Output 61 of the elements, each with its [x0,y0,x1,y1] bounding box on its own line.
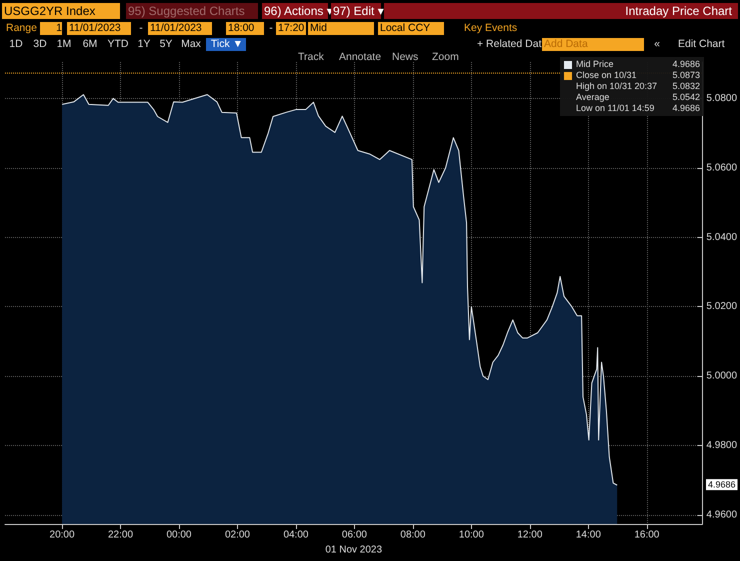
text: 1Y [136,38,152,51]
text: 1 [40,22,62,35]
text: - [268,22,274,35]
text: 6M [82,38,98,51]
text: Mid [308,22,374,35]
x-tick-label: 08:00 [400,530,426,540]
annotation: High on 10/31 20:37 [576,81,658,92]
annotation: 5.0873 [672,70,700,81]
x-tick-label: 00:00 [166,530,192,540]
x-tick-label: 20:00 [50,530,75,540]
annotation: Low on 11/01 14:59 [576,103,656,114]
x-tick-label: 02:00 [224,530,250,540]
x-tick-label: 10:00 [458,530,484,540]
text: « [653,38,661,51]
chart-title: Intraday Price Chart [625,3,732,19]
y-tick-label: 4.9600 [706,509,738,520]
text: 5Y [158,38,174,51]
annotation: 5.0832 [672,81,700,92]
text: 4.9686 [708,480,736,490]
annotation: 4.9686 [672,103,700,114]
text: Range [5,22,38,35]
text: 11/01/2023 [67,22,131,35]
annotation: Average [576,92,610,103]
text: YTD [106,38,130,51]
text: Key Events [463,22,518,35]
annotation: 5.0542 [672,92,700,103]
y-tick-label: 5.0600 [706,162,738,174]
text: Edit Chart [677,38,726,51]
text: 17:20 [276,22,306,35]
legend-label: Mid Price [576,59,615,70]
text: 11/01/2023 [148,22,212,35]
annotation: Annotate [338,51,382,64]
text: 95) Suggested Charts [126,3,258,19]
y-tick-label: 4.9800 [706,440,738,452]
x-tick-label: 12:00 [517,530,543,540]
x-tick-label: 14:00 [576,530,602,540]
annotation: 4.9686 [672,59,700,70]
annotation: Zoom [431,51,460,64]
y-tick-label: 5.0000 [706,370,738,382]
text: Local CCY [378,22,444,35]
text: USGG2YR Index [2,3,120,19]
y-tick-label: 5.0200 [706,301,738,312]
y-tick-label: 5.0800 [706,92,738,104]
x-tick-label: 22:00 [108,530,134,540]
annotation: News [391,51,420,64]
text: + Related Dat [476,38,542,51]
text: Tick ▼ [206,38,246,51]
x-axis-title: 01 Nov 2023 [325,544,382,556]
text: Max [180,38,202,51]
text: 18:00 [226,22,264,35]
text: Add Data [542,38,644,51]
text: 1D [8,38,24,51]
x-tick-label: 16:00 [634,530,660,540]
annotation: Track [297,51,325,64]
text: - [138,22,144,35]
text: 3D [32,38,48,51]
ref-line-label: Close on 10/31 [576,70,638,81]
y-tick-label: 5.0400 [706,232,738,243]
x-tick-label: 06:00 [342,530,368,540]
text: 1M [56,38,72,51]
x-tick-label: 04:00 [283,530,309,540]
